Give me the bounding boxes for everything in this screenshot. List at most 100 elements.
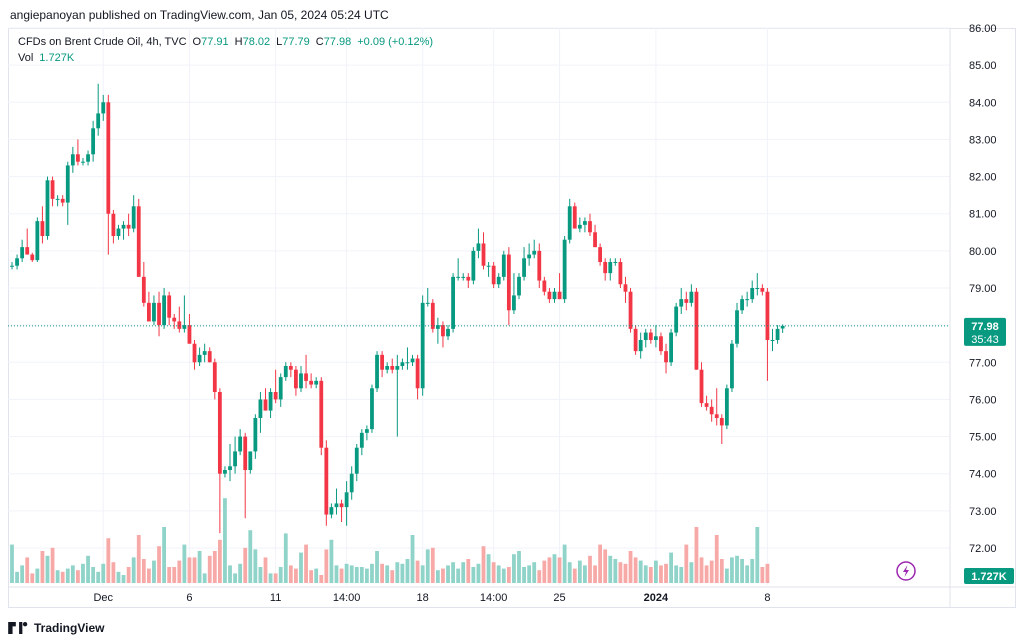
candle-body[interactable] [217, 392, 222, 474]
candle-body[interactable] [714, 414, 719, 418]
candle-body[interactable] [20, 247, 25, 259]
candle-body[interactable] [755, 288, 760, 289]
candle-body[interactable] [486, 265, 491, 267]
candle-body[interactable] [294, 369, 298, 389]
candle-body[interactable] [248, 451, 253, 470]
candle-body[interactable] [370, 388, 374, 430]
candle-body[interactable] [15, 258, 19, 266]
candle-body[interactable] [471, 250, 476, 281]
candle-body[interactable] [537, 250, 542, 281]
candle-body[interactable] [283, 366, 288, 378]
candle-body[interactable] [567, 206, 572, 240]
candle-body[interactable] [162, 295, 166, 326]
candle-body[interactable] [709, 406, 714, 415]
candle-body[interactable] [25, 247, 30, 255]
candle-body[interactable] [415, 358, 420, 389]
candle-body[interactable] [653, 336, 658, 340]
candle-body[interactable] [659, 336, 663, 352]
candle-body[interactable] [583, 221, 587, 225]
candle-body[interactable] [501, 254, 506, 277]
candle-body[interactable] [228, 466, 232, 470]
candle-body[interactable] [481, 243, 486, 266]
candle-body[interactable] [136, 206, 141, 277]
candle-body[interactable] [278, 377, 283, 400]
candle-body[interactable] [618, 262, 623, 285]
candle-body[interactable] [770, 340, 775, 341]
candle-body[interactable] [724, 388, 729, 426]
candle-body[interactable] [152, 302, 156, 322]
candle-body[interactable] [243, 436, 248, 470]
candle-body[interactable] [375, 354, 379, 389]
candle-body[interactable] [167, 295, 172, 318]
candle-body[interactable] [65, 165, 70, 203]
candle-body[interactable] [309, 380, 314, 385]
candle-body[interactable] [730, 343, 734, 389]
candle-body[interactable] [35, 221, 40, 261]
candle-body[interactable] [299, 373, 303, 389]
candle-body[interactable] [288, 366, 293, 370]
candle-body[interactable] [679, 299, 684, 307]
candle-body[interactable] [81, 161, 85, 163]
candle-body[interactable] [202, 351, 207, 355]
candle-body[interactable] [324, 447, 329, 515]
candle-body[interactable] [60, 198, 65, 203]
candle-body[interactable] [131, 206, 136, 229]
candle-body[interactable] [735, 310, 739, 344]
candle-body[interactable] [451, 276, 455, 329]
candle-body[interactable] [172, 317, 177, 322]
candle-body[interactable] [253, 418, 258, 452]
candle-body[interactable] [648, 332, 653, 340]
candle-body[interactable] [30, 254, 35, 261]
tradingview-footer[interactable]: TradingView [8, 618, 104, 638]
candle-body[interactable] [643, 332, 648, 340]
candle-body[interactable] [121, 224, 126, 229]
candle-body[interactable] [588, 221, 592, 233]
candle-body[interactable] [425, 302, 430, 304]
candle-body[interactable] [446, 328, 450, 337]
candle-body[interactable] [760, 288, 765, 292]
candle-body[interactable] [101, 102, 106, 114]
candle-body[interactable] [684, 299, 689, 303]
candle-body[interactable] [116, 228, 121, 236]
candle-body[interactable] [349, 473, 354, 493]
candle-body[interactable] [628, 291, 633, 329]
candle-body[interactable] [410, 358, 415, 363]
candle-body[interactable] [512, 295, 516, 311]
candle-body[interactable] [146, 302, 151, 322]
candle-body[interactable] [608, 262, 613, 274]
candle-body[interactable] [106, 102, 111, 214]
candle-body[interactable] [461, 276, 466, 278]
candle-body[interactable] [750, 288, 755, 300]
candle-body[interactable] [633, 328, 638, 352]
candle-body[interactable] [329, 507, 334, 515]
candle-body[interactable] [263, 399, 268, 411]
candle-body[interactable] [496, 276, 501, 285]
candle-body[interactable] [385, 366, 390, 370]
candle-body[interactable] [476, 243, 481, 251]
candle-body[interactable] [623, 284, 628, 292]
candle-body[interactable] [212, 362, 217, 392]
candle-body[interactable] [740, 299, 744, 311]
candle-body[interactable] [187, 325, 192, 344]
candle-body[interactable] [273, 392, 278, 400]
candle-body[interactable] [380, 354, 385, 370]
candle-body[interactable] [456, 276, 461, 278]
candle-body[interactable] [354, 447, 359, 474]
candle-body[interactable] [339, 503, 344, 508]
candle-body[interactable] [40, 221, 45, 236]
candle-body[interactable] [527, 254, 532, 259]
candle-body[interactable] [258, 399, 263, 418]
candle-body[interactable] [638, 340, 643, 352]
candle-body[interactable] [55, 198, 60, 200]
candle-body[interactable] [745, 299, 750, 301]
candle-body[interactable] [547, 291, 552, 300]
candle-body[interactable] [268, 392, 273, 411]
candle-body[interactable] [359, 432, 364, 448]
candle-body[interactable] [506, 254, 511, 311]
candle-body[interactable] [405, 362, 410, 364]
candle-body[interactable] [197, 354, 202, 363]
candle-body[interactable] [572, 206, 577, 229]
candle-body[interactable] [664, 351, 668, 363]
candle-body[interactable] [562, 239, 567, 300]
